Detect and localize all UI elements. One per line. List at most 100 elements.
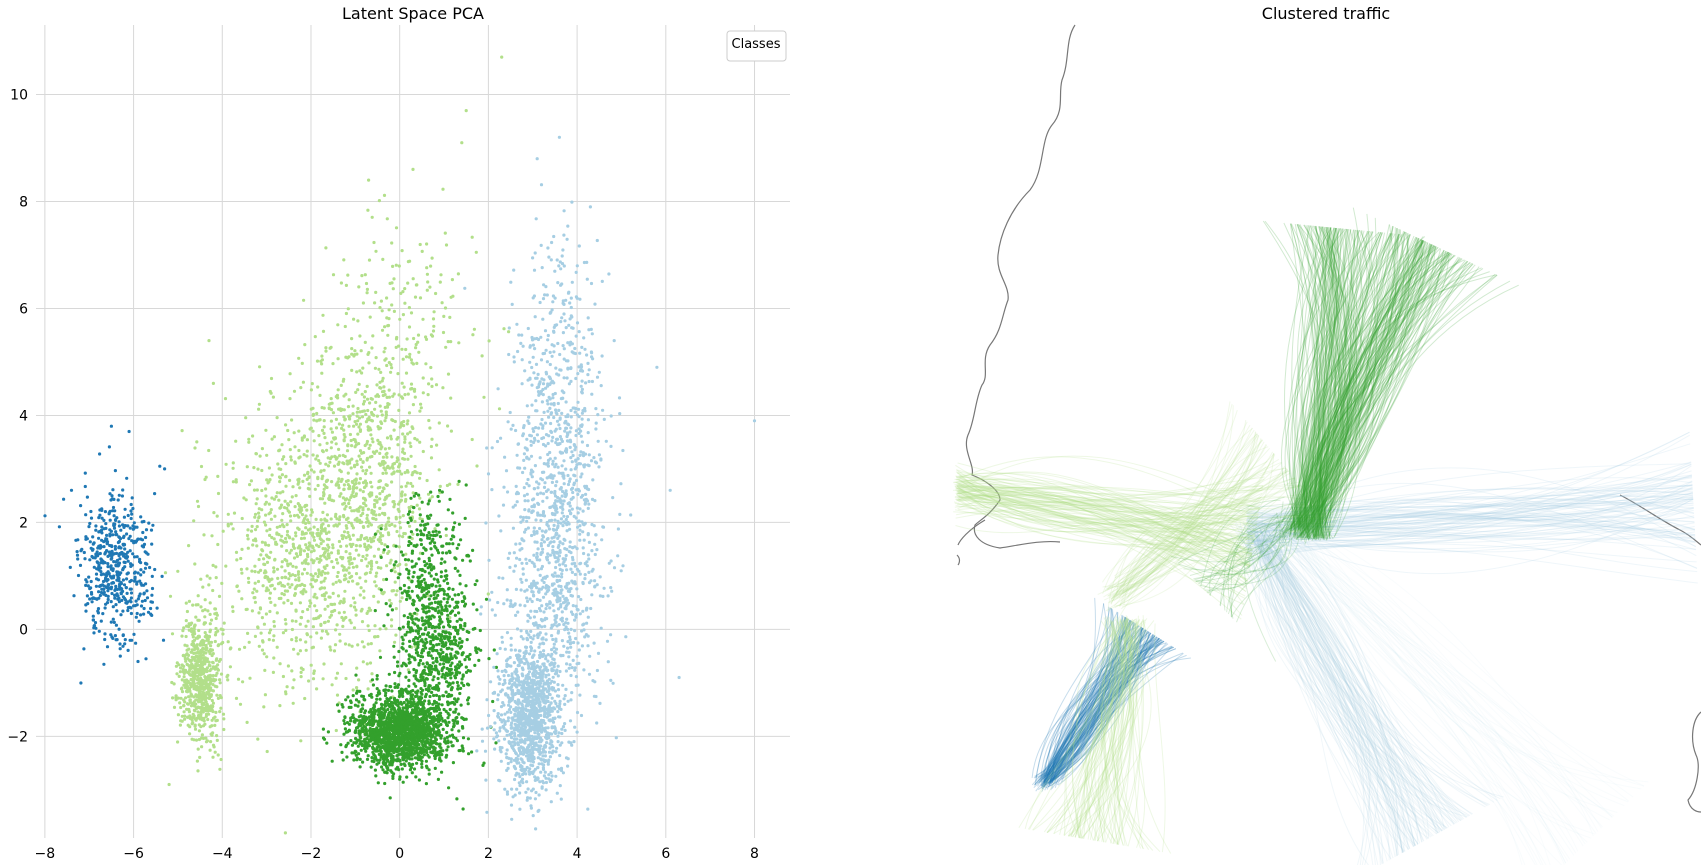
data-point — [393, 700, 397, 704]
data-point — [207, 339, 211, 343]
data-point — [382, 753, 386, 757]
data-point — [363, 711, 367, 715]
data-point — [99, 528, 104, 532]
data-point — [104, 526, 108, 531]
data-point — [180, 678, 184, 682]
data-point — [397, 748, 401, 752]
data-point — [151, 523, 155, 527]
data-point — [193, 709, 197, 713]
data-point — [430, 256, 434, 260]
data-point — [111, 605, 115, 609]
data-point — [307, 541, 311, 545]
data-point — [311, 574, 315, 578]
data-point — [442, 707, 446, 712]
data-point — [231, 480, 235, 484]
data-point — [288, 514, 293, 518]
data-point — [405, 698, 409, 702]
data-point — [361, 481, 366, 485]
data-point — [132, 541, 136, 545]
data-point — [454, 716, 458, 720]
data-point — [439, 749, 443, 754]
data-point — [254, 502, 258, 506]
data-point — [181, 653, 186, 658]
data-point — [208, 576, 212, 580]
data-point — [416, 706, 420, 710]
data-point — [334, 417, 338, 421]
data-point — [285, 685, 289, 689]
data-point — [411, 277, 415, 281]
data-point — [321, 539, 325, 543]
data-point — [450, 278, 454, 282]
data-point — [391, 500, 395, 504]
data-point — [425, 288, 429, 292]
data-point — [223, 397, 228, 401]
data-point — [210, 724, 214, 728]
data-point — [368, 739, 373, 743]
data-point — [282, 506, 287, 510]
data-point — [345, 449, 350, 453]
data-point — [82, 647, 86, 651]
data-point — [449, 396, 453, 400]
data-point — [442, 592, 446, 596]
data-point — [111, 533, 115, 537]
data-point — [393, 721, 397, 725]
data-point — [142, 583, 146, 587]
data-point — [304, 521, 308, 526]
data-point — [314, 517, 318, 522]
data-point — [118, 647, 122, 651]
data-point — [341, 618, 345, 622]
data-point — [344, 504, 348, 508]
data-point — [286, 503, 290, 507]
data-point — [429, 456, 434, 460]
data-point — [209, 644, 213, 648]
data-point — [265, 749, 269, 754]
data-point — [213, 750, 217, 754]
data-point — [323, 576, 327, 581]
data-point — [368, 315, 372, 319]
data-point — [85, 495, 89, 499]
data-point — [144, 528, 149, 532]
data-point — [329, 397, 333, 401]
data-point — [392, 428, 396, 432]
data-point — [210, 718, 214, 722]
data-point — [352, 557, 356, 561]
data-point — [332, 649, 337, 653]
data-point — [203, 631, 207, 635]
data-point — [135, 525, 139, 529]
data-point — [312, 549, 316, 553]
data-point — [231, 605, 235, 609]
data-point — [390, 589, 394, 593]
data-point — [353, 353, 357, 357]
data-point — [347, 571, 351, 575]
data-point — [190, 693, 194, 698]
data-point — [402, 700, 406, 705]
data-point — [298, 649, 302, 653]
data-point — [236, 677, 241, 681]
data-point — [451, 587, 455, 592]
data-point — [430, 495, 434, 499]
data-point — [306, 518, 310, 522]
data-point — [361, 460, 365, 464]
data-point — [412, 725, 416, 730]
data-point — [255, 525, 259, 529]
data-point — [465, 638, 469, 642]
data-point — [357, 454, 361, 458]
data-point — [404, 347, 408, 352]
data-point — [197, 723, 201, 727]
data-point — [404, 371, 409, 375]
data-point — [199, 605, 203, 609]
data-point — [418, 516, 422, 521]
data-point — [284, 484, 288, 488]
data-point — [426, 651, 430, 655]
data-point — [387, 388, 391, 392]
data-point — [321, 569, 325, 574]
data-point — [107, 445, 111, 449]
data-point — [401, 780, 405, 784]
data-point — [384, 691, 388, 695]
data-point — [249, 529, 254, 533]
data-point — [386, 531, 390, 535]
data-point — [471, 627, 475, 631]
data-point — [222, 621, 226, 625]
data-point — [342, 483, 346, 487]
data-point — [360, 640, 364, 644]
